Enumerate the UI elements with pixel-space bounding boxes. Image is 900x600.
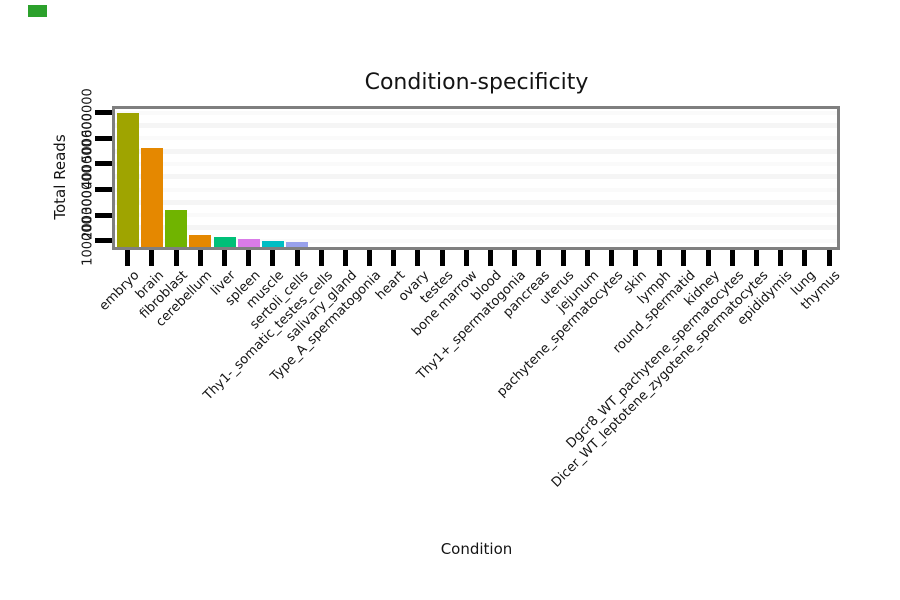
major-gridline [115,110,837,115]
x-tick [125,250,131,266]
x-tick [463,250,469,266]
x-tick [584,250,590,266]
minor-gridline [115,123,837,128]
x-tick [342,250,348,266]
x-tick [802,250,808,266]
major-gridline [115,136,837,141]
x-tick [173,250,179,266]
bar-fibroblast [165,209,188,247]
bar-muscle [261,241,284,247]
x-tick [391,250,397,266]
x-tick [778,250,784,266]
x-tick [512,250,518,266]
y-tick [95,187,112,193]
y-tick [95,212,112,218]
bar-embryo [116,112,139,247]
x-tick [608,250,614,266]
x-axis-label: Condition [440,540,513,558]
bar-brain [140,147,163,247]
chart-title: Condition-specificity [364,70,589,95]
minor-gridline [115,225,837,231]
x-tick [149,250,155,266]
y-tick [95,135,112,141]
x-tick [560,250,566,266]
y-axis-label: Total Reads [51,134,69,220]
x-tick [222,250,228,266]
minor-gridline [115,174,837,180]
y-tick-label: 600000 [80,87,96,138]
x-tick [681,250,687,266]
bar-sertoli-cells [286,241,309,247]
x-tick [197,250,203,266]
bar-cerebellum [189,235,212,247]
x-tick [705,250,711,266]
x-tick [826,250,832,266]
bar-liver [213,236,236,247]
major-gridline [115,213,837,218]
x-tick [270,250,276,266]
x-tick [439,250,445,266]
minor-gridline [115,199,837,205]
x-tick [729,250,735,266]
major-gridline [115,187,837,192]
y-tick [95,110,112,116]
bar-spleen [237,239,260,247]
x-tick [246,250,252,266]
y-tick [95,238,112,244]
x-tick [633,250,639,266]
major-gridline [115,238,837,243]
x-tick [536,250,542,266]
x-tick [294,250,300,266]
green-marker [28,5,47,17]
x-tick [367,250,373,266]
x-tick [753,250,759,266]
y-tick [95,161,112,167]
x-tick [415,250,421,266]
x-tick [318,250,324,266]
major-gridline [115,161,837,166]
x-tick [488,250,493,266]
x-tick [657,250,663,266]
minor-gridline [115,148,837,154]
